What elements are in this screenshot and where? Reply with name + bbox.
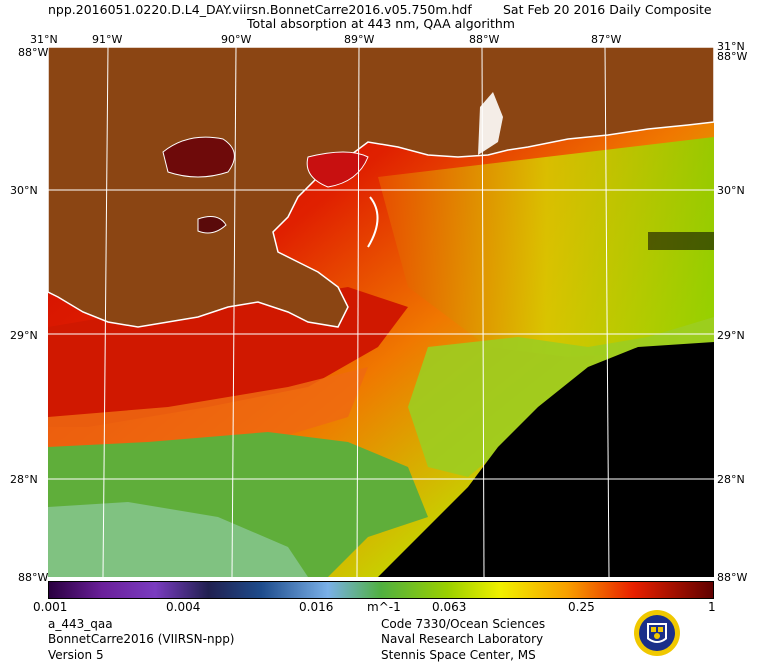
lat-label-right: 29°N xyxy=(717,329,745,342)
footer-variable: a_443_qaa xyxy=(48,617,113,631)
corner-label-left-top: 88°W xyxy=(18,46,49,59)
lake-small xyxy=(197,216,227,234)
product-title: Total absorption at 443 nm, QAA algorith… xyxy=(247,16,515,31)
no-data-region xyxy=(378,342,714,577)
chandeleur-islands xyxy=(367,196,379,248)
offshore-light xyxy=(48,502,308,577)
colorbar-tick: 0.001 xyxy=(33,600,68,614)
transition-band xyxy=(48,367,368,467)
colorbar-tick: 0.016 xyxy=(299,600,334,614)
lat-label-left: 29°N xyxy=(10,329,38,342)
nrl-seal-icon xyxy=(634,610,680,656)
lon-label-top: 90°W xyxy=(221,33,252,46)
corner-label-top-left: 31°N xyxy=(30,33,58,46)
corner-label-right-top: 88°W xyxy=(717,50,748,63)
mobile-bay-coast xyxy=(478,92,503,155)
lon-label-top: 87°W xyxy=(591,33,622,46)
footer-code: Code 7330/Ocean Sciences xyxy=(381,617,546,631)
colorbar-unit: m^-1 xyxy=(367,600,401,614)
no-data-patch xyxy=(648,232,714,250)
lon-label-top: 91°W xyxy=(92,33,123,46)
lake-pontchartrain xyxy=(162,136,235,178)
lon-label-top: 88°W xyxy=(469,33,500,46)
absorption-map[interactable] xyxy=(48,47,714,577)
colorbar-tick: 0.25 xyxy=(568,600,595,614)
footer-org: Naval Research Laboratory xyxy=(381,632,544,646)
footer-dataset: BonnetCarre2016 (VIIRSN-npp) xyxy=(48,632,235,646)
colorbar-tick: 0.004 xyxy=(166,600,201,614)
lat-label-right: 30°N xyxy=(717,184,745,197)
date-text: Sat Feb 20 2016 Daily Composite xyxy=(503,2,712,17)
colorbar-tick: 1 xyxy=(708,600,716,614)
lat-label-left: 28°N xyxy=(10,473,38,486)
corner-label-top-right: 31°N xyxy=(717,40,745,53)
lat-label-right: 28°N xyxy=(717,473,745,486)
colorbar xyxy=(48,581,714,599)
corner-label-bottom-left: 88°W xyxy=(18,571,49,584)
lat-label-left: 30°N xyxy=(10,184,38,197)
shelf-water xyxy=(378,137,714,357)
filename-text: npp.2016051.0220.D.L4_DAY.viirsn.BonnetC… xyxy=(48,2,472,17)
corner-label-bottom-right: 88°W xyxy=(717,571,748,584)
lake-borgne xyxy=(306,151,369,188)
colorbar-tick: 0.063 xyxy=(432,600,467,614)
footer-location: Stennis Space Center, MS xyxy=(381,648,536,662)
footer-version: Version 5 xyxy=(48,648,104,662)
graticule xyxy=(48,47,714,577)
land-area xyxy=(48,47,714,328)
lon-label-top: 89°W xyxy=(344,33,375,46)
